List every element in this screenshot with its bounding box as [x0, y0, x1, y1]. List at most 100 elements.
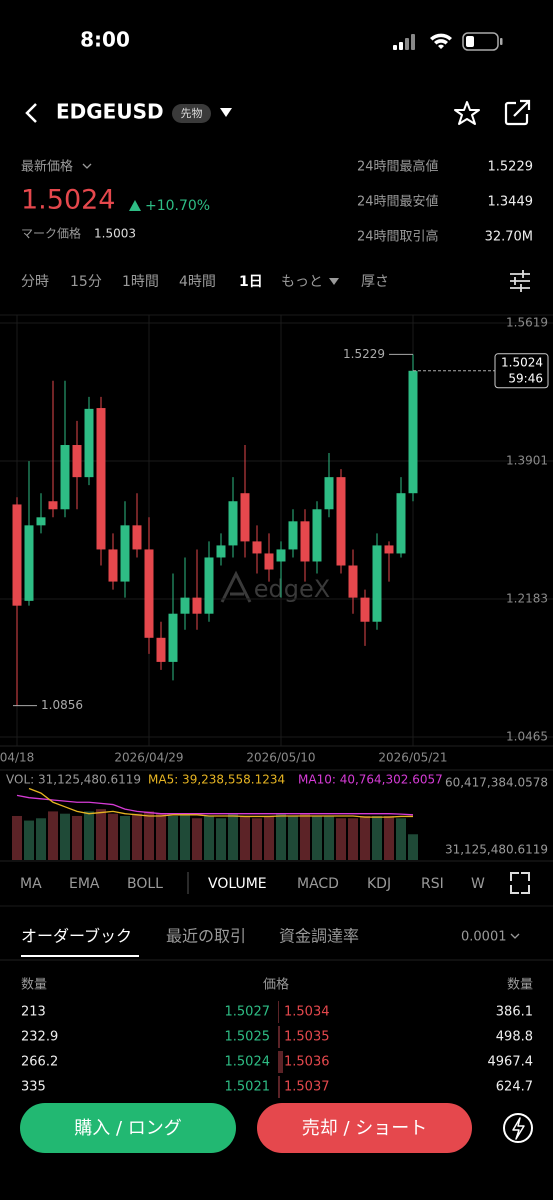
candle-body [372, 545, 382, 622]
candle-body [300, 521, 310, 562]
volume-bar [264, 815, 274, 860]
volume-tick-label: 60,417,384.0578 [445, 776, 548, 790]
candle-body [132, 525, 142, 550]
volume-bar [180, 813, 190, 860]
candle-body [324, 477, 334, 510]
candle-body [144, 549, 154, 638]
candle-body [192, 597, 202, 614]
indicator-tab[interactable]: MA [20, 876, 42, 892]
indicator-tab[interactable]: KDJ [367, 876, 391, 892]
sell-label[interactable]: 売却 / ショート [302, 1118, 428, 1139]
favorite-button[interactable] [454, 101, 480, 125]
interval-tab[interactable]: 4時間 [179, 274, 216, 290]
volume-bar [300, 813, 310, 860]
volume-bar [24, 820, 34, 860]
candle-body [84, 408, 94, 478]
candle-body [168, 613, 178, 662]
interval-tab[interactable]: 1時間 [122, 274, 159, 290]
ask-price: 1.5036 [284, 1055, 330, 1070]
share-button[interactable] [504, 99, 531, 126]
fullscreen-button[interactable] [510, 872, 530, 894]
volume-bar [192, 818, 202, 860]
candle-body [288, 521, 298, 550]
price-label[interactable]: 最新価格 [21, 159, 73, 175]
back-button[interactable] [25, 103, 37, 123]
symbol[interactable]: EDGEUSD [56, 100, 164, 124]
status-time: 8:00 [80, 28, 130, 52]
ma10-line [16, 794, 414, 816]
stat-value: 1.3449 [488, 195, 534, 210]
book-tab[interactable]: オーダーブック [21, 927, 132, 946]
book-tab[interactable]: 資金調達率 [279, 927, 359, 946]
volume-bar [312, 815, 322, 860]
volume-bar [252, 818, 262, 860]
book-tabs: オーダーブック 最近の取引 資金調達率 [21, 927, 359, 957]
interval-tab[interactable]: 1日 [239, 274, 263, 290]
quick-trade-button[interactable] [503, 1113, 533, 1143]
volume-bar [408, 834, 418, 860]
price-tag [494, 353, 549, 389]
watermark-logo [220, 570, 252, 603]
badge-bg [172, 104, 211, 123]
candlestick-chart: 1.5619 1.3901 1.2183 1.0465 04/18 2026/04/29 2… [0, 315, 553, 765]
precision[interactable]: 0.0001 [461, 930, 507, 945]
volume-tick-label: 31,125,480.6119 [445, 843, 548, 857]
low-label: 1.0856 [41, 698, 83, 712]
candle-body [276, 549, 286, 562]
sell-button[interactable] [257, 1103, 472, 1153]
candle-body [48, 501, 58, 510]
chart-settings-button[interactable] [510, 270, 530, 292]
volume-bar [96, 809, 106, 860]
buy-button[interactable] [20, 1103, 236, 1153]
volume-bar [240, 815, 250, 860]
indicator-tab[interactable]: MACD [297, 876, 339, 892]
volume-bar [120, 815, 130, 860]
book-header: 価格 [263, 977, 289, 993]
candle-body [72, 445, 82, 478]
interval-tab[interactable]: もっと [281, 274, 323, 290]
indicator-tab[interactable]: VOLUME [208, 876, 267, 892]
badge: 先物 [181, 106, 203, 120]
bid-price: 1.5024 [225, 1055, 271, 1070]
volume-bar [12, 815, 22, 860]
volume-bar [156, 813, 166, 860]
y-tick-label: 1.5619 [506, 316, 548, 330]
bid-size: 335 [21, 1080, 46, 1095]
ma5-label: MA5: 39,238,558.1234 [148, 773, 285, 787]
interval-tab[interactable]: 15分 [70, 274, 102, 290]
candle-body [360, 597, 370, 622]
symbol-dropdown[interactable] [220, 108, 232, 117]
price-change: +10.70% [145, 198, 210, 214]
bid-size: 213 [21, 1005, 46, 1020]
y-tick-label: 1.2183 [506, 592, 548, 606]
buy-label[interactable]: 購入 / ロング [74, 1118, 182, 1139]
indicator-tab[interactable]: W [471, 876, 485, 892]
book-header: 数量 [507, 978, 533, 993]
precision-caret [510, 933, 520, 939]
mark-price: 1.5003 [94, 227, 136, 241]
indicator-tab[interactable]: BOLL [127, 876, 163, 892]
x-tick-label: 04/18 [0, 751, 34, 765]
candle-body [252, 541, 262, 554]
bid-price: 1.5025 [225, 1030, 271, 1045]
candle-body [96, 408, 106, 550]
volume-bar [60, 813, 70, 860]
volume-bar [276, 813, 286, 860]
interval-tab[interactable]: 厚さ [361, 274, 389, 290]
ma5-line [28, 787, 413, 818]
volume-bar [216, 818, 226, 860]
candle-body [24, 525, 34, 601]
volume-bar [336, 818, 346, 860]
last-price: 1.5024 [21, 185, 115, 216]
indicator-tab[interactable]: EMA [69, 876, 100, 892]
candle-body [156, 637, 166, 662]
ask-size: 386.1 [496, 1005, 533, 1020]
vol-label: VOL: 31,125,480.6119 [6, 773, 141, 787]
change-arrow [129, 200, 141, 211]
interval-more-caret [329, 278, 339, 285]
interval-tab[interactable]: 分時 [21, 274, 49, 290]
y-tick-label: 1.0465 [506, 730, 548, 744]
indicator-tab[interactable]: RSI [421, 876, 444, 892]
book-tab[interactable]: 最近の取引 [166, 927, 246, 946]
ask-size: 624.7 [496, 1080, 533, 1095]
